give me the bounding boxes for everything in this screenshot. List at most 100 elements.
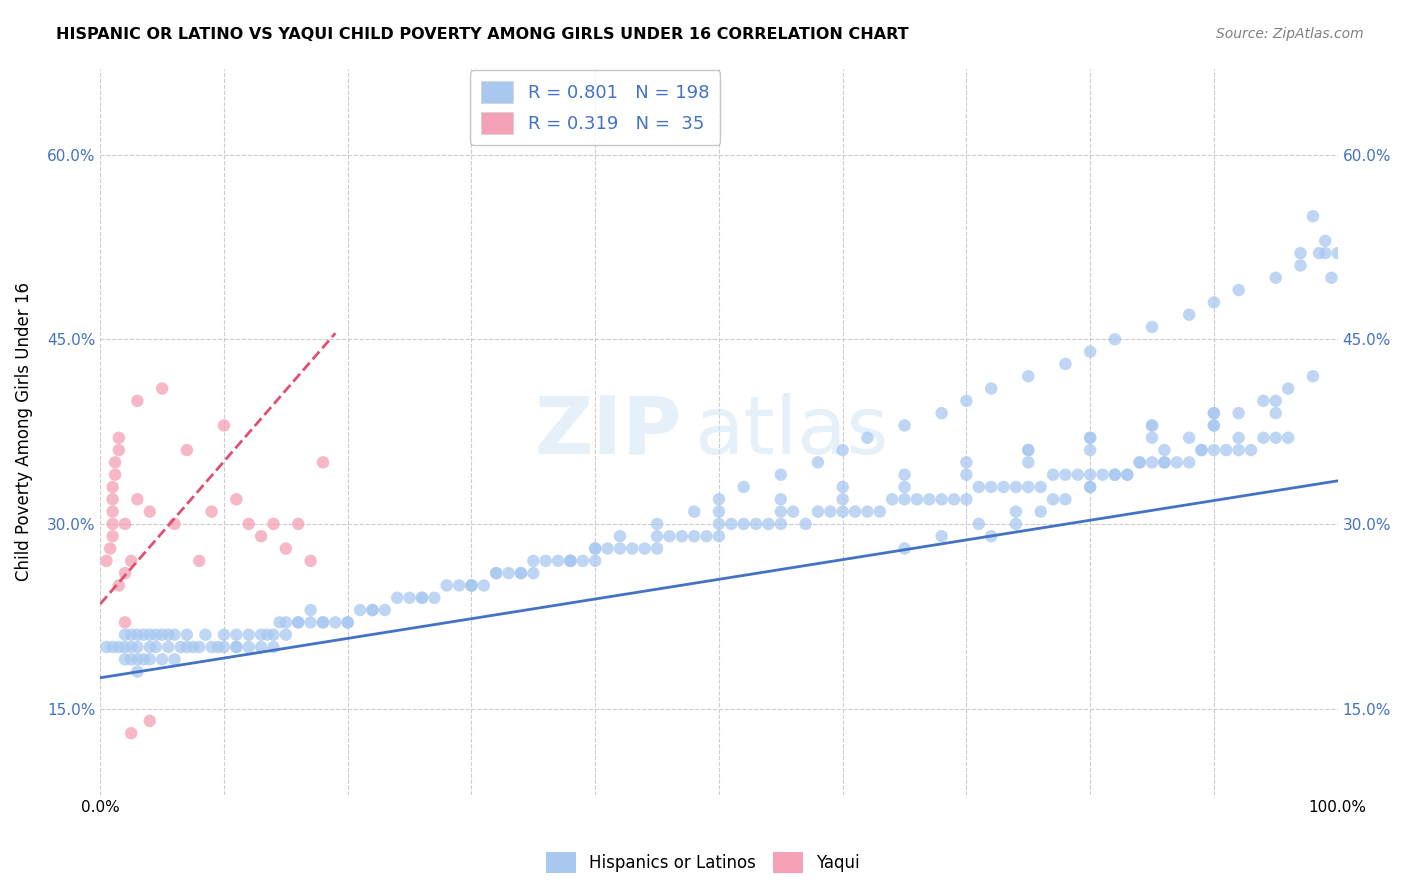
Point [831, 505, 853, 519]
Point [1129, 455, 1152, 469]
Point [1178, 431, 1201, 445]
Point [720, 516, 742, 531]
Point [225, 640, 247, 654]
Point [707, 516, 730, 531]
Point [758, 516, 780, 531]
Point [1078, 480, 1101, 494]
Point [1264, 270, 1286, 285]
Point [114, 652, 136, 666]
Point [108, 640, 131, 654]
Point [1029, 505, 1052, 519]
Point [274, 615, 297, 630]
Point [1017, 443, 1039, 458]
Point [820, 505, 842, 519]
Point [96, 554, 118, 568]
Text: Source: ZipAtlas.com: Source: ZipAtlas.com [1216, 27, 1364, 41]
Point [1178, 455, 1201, 469]
Point [176, 640, 198, 654]
Point [707, 505, 730, 519]
Point [609, 529, 631, 543]
Point [1302, 209, 1324, 223]
Point [572, 554, 595, 568]
Point [856, 431, 879, 445]
Point [207, 640, 229, 654]
Point [436, 578, 458, 592]
Point [645, 529, 668, 543]
Point [1191, 443, 1213, 458]
Point [1308, 246, 1330, 260]
Point [1017, 455, 1039, 469]
Point [560, 554, 582, 568]
Point [150, 628, 173, 642]
Point [387, 591, 409, 605]
Point [510, 566, 533, 581]
Point [1054, 492, 1077, 507]
Point [634, 541, 657, 556]
Point [120, 628, 142, 642]
Point [1104, 467, 1126, 482]
Point [104, 467, 127, 482]
Point [1253, 393, 1275, 408]
Point [621, 541, 644, 556]
Point [263, 640, 285, 654]
Point [1191, 443, 1213, 458]
Point [782, 505, 804, 519]
Point [256, 628, 278, 642]
Point [181, 640, 204, 654]
Point [101, 529, 124, 543]
Point [101, 505, 124, 519]
Point [733, 480, 755, 494]
Point [120, 554, 142, 568]
Point [145, 628, 167, 642]
Point [1078, 431, 1101, 445]
Point [212, 418, 235, 433]
Point [769, 492, 792, 507]
Point [225, 628, 247, 642]
Point [1315, 246, 1337, 260]
Point [269, 615, 291, 630]
Point [831, 492, 853, 507]
Point [1215, 443, 1237, 458]
Point [250, 640, 273, 654]
Point [1078, 443, 1101, 458]
Point [645, 516, 668, 531]
Point [1067, 467, 1090, 482]
Point [238, 516, 260, 531]
Point [1202, 406, 1225, 420]
Point [707, 492, 730, 507]
Point [108, 578, 131, 592]
Point [127, 652, 149, 666]
Point [336, 615, 359, 630]
Point [312, 615, 335, 630]
Point [1017, 443, 1039, 458]
Point [856, 505, 879, 519]
Point [361, 603, 384, 617]
Point [522, 566, 544, 581]
Point [274, 541, 297, 556]
Point [449, 578, 471, 592]
Point [485, 566, 508, 581]
Point [893, 480, 915, 494]
Point [882, 492, 904, 507]
Point [931, 492, 953, 507]
Point [120, 726, 142, 740]
Point [108, 431, 131, 445]
Point [522, 554, 544, 568]
Point [905, 492, 928, 507]
Point [547, 554, 569, 568]
Point [955, 455, 977, 469]
Point [101, 480, 124, 494]
Point [157, 640, 180, 654]
Point [893, 418, 915, 433]
Point [1116, 467, 1139, 482]
Point [274, 628, 297, 642]
Point [1264, 406, 1286, 420]
Point [918, 492, 941, 507]
Point [1017, 480, 1039, 494]
Point [349, 603, 371, 617]
Point [707, 529, 730, 543]
Point [163, 516, 186, 531]
Point [163, 652, 186, 666]
Point [139, 652, 162, 666]
Point [212, 628, 235, 642]
